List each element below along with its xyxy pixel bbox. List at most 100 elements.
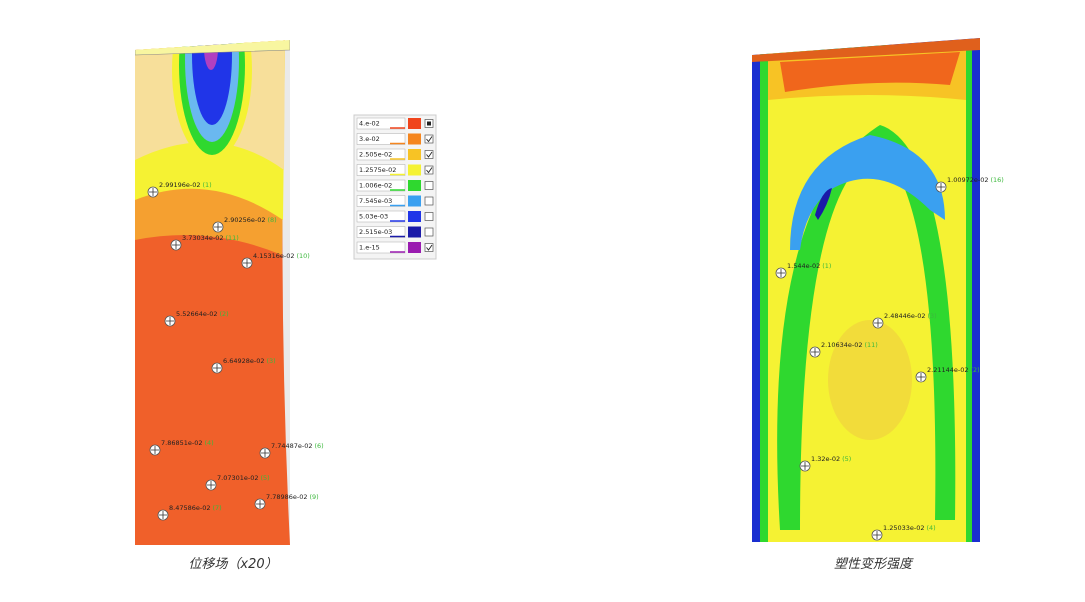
legend-swatch — [408, 242, 421, 253]
legend-label-box — [356, 241, 406, 254]
probe-cross — [207, 481, 215, 489]
checkbox-fill — [427, 121, 431, 126]
legend-checkbox[interactable] — [424, 243, 434, 252]
probe-label: 3.73034e-02 (11) — [182, 234, 239, 242]
probe-id: (2) — [220, 310, 229, 318]
plastic-strain-plot — [752, 38, 980, 542]
legend-label-box — [356, 117, 406, 130]
legend-swatch — [408, 118, 421, 129]
probe: 4.15316e-02 (10) — [241, 252, 310, 269]
checkmark — [426, 167, 433, 174]
probe-value: 2.10634e-02 — [821, 341, 863, 349]
probe: 1.00972e-02 (16) — [935, 176, 1004, 193]
legend-checkbox[interactable] — [424, 150, 434, 159]
legend-label-box — [356, 148, 406, 161]
legend-label-box — [356, 133, 406, 145]
legend-checkbox[interactable] — [424, 196, 434, 206]
probe-cross — [873, 531, 881, 539]
legend-label: 3.e-02 — [359, 135, 380, 143]
probe-cross — [214, 223, 222, 231]
probe-value: 2.48446e-02 — [884, 312, 926, 320]
probe: 2.90256e-02 (8) — [212, 216, 277, 233]
legend-label: 4.e-02 — [359, 120, 380, 128]
probe-value: 8.47586e-02 — [169, 504, 211, 512]
legend-checkbox[interactable] — [424, 181, 434, 190]
probe-cross — [261, 449, 269, 457]
legend-swatch — [408, 133, 421, 145]
caption: 位移场（x20） — [188, 556, 277, 572]
probe-id: (11) — [865, 341, 878, 349]
probe-id: (4) — [927, 524, 936, 532]
legend-label: 1.e-15 — [359, 244, 380, 252]
probe-id: (6) — [315, 442, 324, 450]
legend-label: 2.515e-03 — [359, 228, 392, 236]
probe-label: 1.544e-02 (1) — [787, 262, 831, 270]
probe: 2.10634e-02 (11) — [809, 341, 878, 358]
probe-id: (1) — [203, 181, 212, 189]
probe-id: (2) — [971, 366, 980, 374]
probe: 8.47586e-02 (7) — [157, 504, 222, 521]
legend-swatch — [408, 149, 421, 160]
probe-value: 3.73034e-02 — [182, 234, 224, 242]
probe: 1.544e-02 (1) — [775, 262, 831, 279]
probe-value: 7.74487e-02 — [271, 442, 313, 450]
legend-checkbox[interactable] — [424, 227, 434, 237]
probe-id: (9) — [310, 493, 319, 501]
probe-label: 2.10634e-02 (11) — [821, 341, 878, 349]
checkmark — [426, 151, 433, 158]
probe-value: 6.64928e-02 — [223, 357, 265, 365]
legend-checkbox[interactable] — [424, 165, 434, 175]
legend-label: 5.03e-03 — [359, 213, 388, 221]
probe-value: 1.00972e-02 — [947, 176, 989, 184]
probe: 5.52664e-02 (2) — [164, 310, 229, 327]
probe-value: 2.99196e-02 — [159, 181, 201, 189]
probe-cross — [166, 317, 174, 325]
legend-swatch — [408, 226, 421, 238]
checkmark — [426, 136, 433, 143]
probe-cross — [213, 364, 221, 372]
legend-label: 1.2575e-02 — [359, 166, 396, 174]
probe: 7.86851e-02 (4) — [149, 439, 214, 456]
probe: 2.99196e-02 (1) — [147, 181, 212, 198]
probe-cross — [874, 319, 882, 327]
probe-label: 7.07301e-02 (5) — [217, 474, 270, 482]
probe-cross — [917, 373, 925, 381]
probe-value: 1.544e-02 — [787, 262, 820, 270]
probe-label: 7.86851e-02 (4) — [161, 439, 214, 447]
legend-checkbox[interactable] — [424, 212, 434, 221]
legend: 4.e-02 3.e-02 2.505e-02 1.2575e-02 1.006e-02… — [353, 114, 437, 260]
legend-label-box — [356, 210, 406, 223]
legend-swatch — [408, 211, 421, 222]
probe: 6.64928e-02 (3) — [211, 357, 276, 374]
probe-label: 1.00972e-02 (16) — [947, 176, 1004, 184]
legend-swatch — [408, 195, 421, 207]
probe: 1.25033e-02 (4) — [871, 524, 936, 541]
probe-id: (11) — [226, 234, 239, 242]
probe-label: 5.52664e-02 (2) — [176, 310, 229, 318]
probe-label: 2.48446e-02 (3) — [884, 312, 937, 320]
probe-value: 2.90256e-02 — [224, 216, 266, 224]
probe: 7.07301e-02 (5) — [205, 474, 270, 491]
probe: 7.74487e-02 (6) — [259, 442, 324, 459]
legend-checkbox[interactable] — [424, 134, 434, 144]
probe-label: 7.78986e-02 (9) — [266, 493, 319, 501]
probe-value: 7.07301e-02 — [217, 474, 259, 482]
probe: 7.78986e-02 (9) — [254, 493, 319, 510]
legend-label-box — [356, 195, 406, 207]
probe-id: (5) — [261, 474, 270, 482]
probe-id: (10) — [297, 252, 310, 260]
probe-label: 2.21144e-02 (2) — [927, 366, 980, 374]
probe-id: (1) — [822, 262, 831, 270]
probe: 1.32e-02 (5) — [799, 455, 851, 472]
probe-cross — [777, 269, 785, 277]
probe-id: (3) — [267, 357, 276, 365]
probes: 2.99196e-02 (1)2.90256e-02 (8)3.73034e-02(… — [147, 176, 1004, 541]
probe: 2.48446e-02 (3) — [872, 312, 937, 329]
probe-label: 7.74487e-02 (6) — [271, 442, 324, 450]
probe-label: 2.99196e-02 (1) — [159, 181, 212, 189]
probe-cross — [149, 188, 157, 196]
caption: 塑性变形强度 — [834, 556, 914, 572]
probe-value: 5.52664e-02 — [176, 310, 218, 318]
legend-label: 1.006e-02 — [359, 182, 392, 190]
